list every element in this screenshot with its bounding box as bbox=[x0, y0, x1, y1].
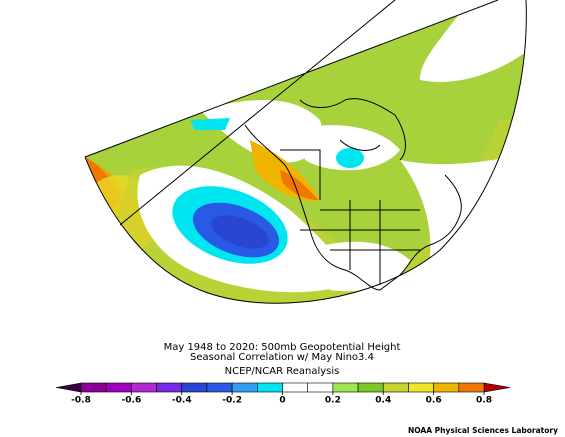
meridian bbox=[84, 0, 499, 226]
coastlines bbox=[244, 98, 462, 291]
colorbar-box bbox=[105, 382, 132, 393]
colorbar-tick-label: 0.2 bbox=[325, 396, 341, 406]
colorbar-box bbox=[332, 382, 359, 393]
colorbar-under bbox=[55, 382, 82, 393]
map-border bbox=[84, 0, 527, 304]
colorbar-tick-label: -0.4 bbox=[172, 396, 192, 406]
colorbar-tick-label: 0.6 bbox=[426, 396, 442, 406]
colorbar-box bbox=[458, 382, 485, 393]
colorbar-box bbox=[282, 382, 308, 393]
colorbar-box bbox=[307, 382, 334, 393]
correlation-map bbox=[85, 0, 527, 304]
colorbar-box bbox=[206, 382, 233, 393]
colorbar-box bbox=[181, 382, 208, 393]
colorbar-box bbox=[408, 382, 434, 393]
colorbar-box bbox=[382, 382, 409, 393]
credit: NOAA Physical Sciences Laboratory bbox=[408, 426, 558, 435]
colorbar-box bbox=[231, 382, 258, 393]
colorbar-box bbox=[131, 382, 157, 393]
colorbar-tick-label: 0.8 bbox=[476, 396, 492, 406]
colorbar-tick-label: -0.2 bbox=[222, 396, 242, 406]
colorbar-box bbox=[257, 382, 283, 393]
title: Seasonal Correlation w/ May Nino3.4 bbox=[190, 352, 374, 363]
colorbar-over bbox=[483, 382, 511, 393]
colorbar-box bbox=[80, 382, 107, 393]
colorbar-tick-label: -0.8 bbox=[71, 396, 91, 406]
colorbar-tick-label: 0 bbox=[279, 396, 285, 406]
colorbar-tick-label: 0.4 bbox=[375, 396, 391, 406]
colorbar-box bbox=[433, 382, 460, 393]
colorbar-box bbox=[357, 382, 384, 393]
subtitle: NCEP/NCAR Reanalysis bbox=[225, 366, 340, 377]
colorbar-box bbox=[156, 382, 183, 393]
title: May 1948 to 2020: 500mb Geopotential Hei… bbox=[164, 342, 401, 353]
colorbar-tick-label: -0.6 bbox=[122, 396, 142, 406]
